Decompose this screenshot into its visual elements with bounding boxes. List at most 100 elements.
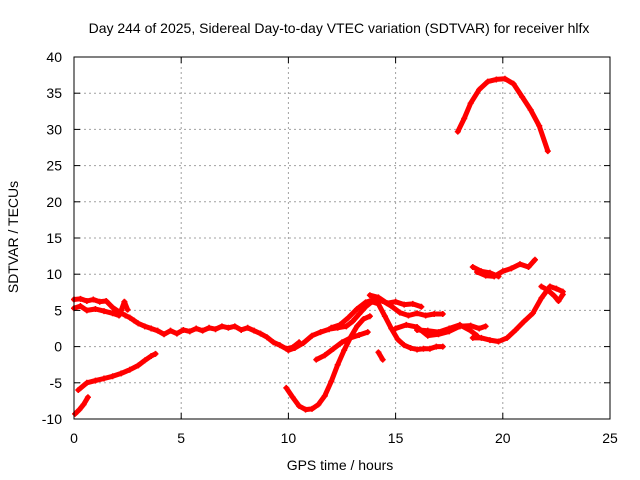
data-point bbox=[218, 323, 225, 330]
data-point bbox=[493, 76, 500, 83]
series-line-track-5 bbox=[75, 351, 158, 393]
data-point bbox=[193, 325, 200, 332]
x-tick-label: 20 bbox=[495, 430, 511, 446]
data-point bbox=[555, 297, 562, 304]
data-point bbox=[519, 93, 526, 100]
x-tick-label: 5 bbox=[177, 430, 185, 446]
data-point bbox=[544, 287, 551, 294]
data-point bbox=[439, 343, 446, 350]
data-point bbox=[302, 406, 309, 413]
data-point bbox=[418, 303, 425, 310]
data-point bbox=[75, 387, 82, 394]
data-point bbox=[109, 310, 116, 317]
data-point bbox=[199, 327, 206, 334]
data-point bbox=[101, 375, 108, 382]
data-point bbox=[392, 298, 399, 305]
chart-title: Day 244 of 2025, Sidereal Day-to-day VTE… bbox=[89, 20, 590, 36]
data-point bbox=[80, 401, 87, 408]
data-point bbox=[180, 326, 187, 333]
data-point bbox=[433, 343, 440, 350]
data-point bbox=[407, 345, 414, 352]
data-point bbox=[401, 301, 408, 308]
axis-ticks bbox=[73, 56, 611, 420]
data-point bbox=[525, 263, 532, 270]
data-point bbox=[456, 321, 463, 328]
data-point bbox=[426, 345, 433, 352]
data-point bbox=[486, 337, 493, 344]
data-point bbox=[551, 292, 558, 299]
data-point bbox=[510, 80, 517, 87]
y-tick-label: -10 bbox=[42, 411, 62, 427]
data-point bbox=[315, 401, 322, 408]
data-point bbox=[313, 356, 320, 363]
data-point bbox=[285, 347, 292, 354]
data-point bbox=[321, 392, 328, 399]
y-tick-labels: -10 -5 0 5 10 15 20 25 30 35 40 bbox=[42, 49, 62, 427]
data-point bbox=[122, 312, 129, 319]
data-point bbox=[77, 295, 84, 302]
data-point bbox=[126, 366, 133, 373]
y-tick-label: 30 bbox=[46, 121, 62, 137]
data-point bbox=[77, 303, 84, 310]
data-point bbox=[336, 321, 343, 328]
data-point bbox=[126, 314, 133, 321]
data-point bbox=[362, 299, 369, 306]
data-point bbox=[347, 334, 354, 341]
data-point bbox=[339, 339, 345, 346]
data-point bbox=[476, 86, 483, 93]
data-point bbox=[356, 311, 363, 318]
data-point bbox=[135, 362, 142, 369]
data-point bbox=[263, 334, 270, 341]
data-point bbox=[334, 361, 341, 368]
data-point bbox=[141, 357, 148, 364]
data-point bbox=[546, 283, 553, 290]
y-tick-label: 15 bbox=[46, 230, 62, 246]
data-point bbox=[422, 312, 429, 319]
data-point bbox=[414, 310, 421, 317]
y-tick-label: -5 bbox=[50, 375, 63, 391]
data-point bbox=[84, 394, 91, 401]
data-point bbox=[478, 268, 485, 275]
x-axis-label: GPS time / hours bbox=[287, 457, 394, 473]
data-point bbox=[296, 402, 303, 409]
data-point bbox=[116, 312, 123, 319]
data-point bbox=[349, 318, 356, 325]
data-point bbox=[345, 314, 352, 321]
series-line-track-18 bbox=[455, 76, 551, 154]
data-point bbox=[354, 323, 361, 330]
series-line-track-17 bbox=[470, 264, 501, 279]
data-point bbox=[467, 100, 474, 107]
data-point bbox=[148, 353, 155, 360]
data-point bbox=[375, 349, 382, 356]
data-point bbox=[225, 324, 232, 331]
data-point bbox=[308, 405, 315, 412]
data-point bbox=[467, 322, 474, 329]
data-point bbox=[270, 339, 277, 346]
data-point bbox=[251, 327, 258, 334]
data-point bbox=[414, 326, 421, 333]
data-point bbox=[118, 307, 125, 314]
data-point bbox=[469, 334, 476, 341]
data-point bbox=[148, 325, 155, 332]
y-tick-label: 35 bbox=[46, 85, 62, 101]
data-point bbox=[486, 269, 493, 276]
data-point bbox=[300, 339, 307, 346]
data-point bbox=[328, 324, 335, 331]
data-point bbox=[409, 300, 416, 307]
data-point bbox=[544, 148, 551, 155]
data-point bbox=[152, 350, 159, 357]
data-point bbox=[512, 326, 519, 333]
data-point bbox=[167, 327, 174, 334]
data-point bbox=[495, 273, 502, 280]
data-point bbox=[96, 298, 103, 305]
y-tick-label: 5 bbox=[54, 302, 62, 318]
data-point bbox=[154, 327, 161, 334]
y-tick-label: 0 bbox=[54, 339, 62, 355]
data-point bbox=[206, 324, 213, 331]
data-series bbox=[71, 75, 566, 417]
data-point bbox=[364, 329, 371, 336]
data-point bbox=[536, 122, 543, 129]
data-point bbox=[461, 115, 468, 122]
data-point bbox=[118, 370, 125, 377]
